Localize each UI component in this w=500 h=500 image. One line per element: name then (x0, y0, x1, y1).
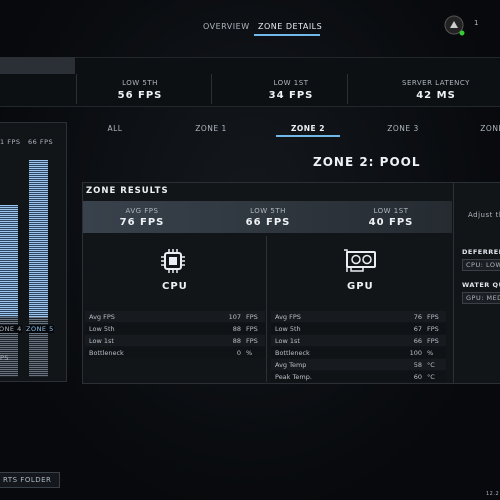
row-bg (271, 371, 446, 382)
bar-label: 66 FPS (28, 138, 54, 146)
summary-label: LOW 1ST (273, 79, 309, 87)
zone-label: ZONE 5 (26, 325, 54, 333)
row-value: 100 (409, 349, 422, 357)
row-value: 0 (236, 349, 241, 357)
row-unit: FPS (246, 337, 258, 345)
stats-row (83, 201, 452, 233)
zone-bar (29, 160, 48, 317)
row-label: Low 1st (275, 337, 300, 345)
divider (211, 74, 212, 104)
settings-panel (453, 182, 500, 384)
row-bg (271, 359, 446, 370)
zone-tab[interactable]: ZONE 3 (387, 124, 419, 133)
nav-underline (254, 34, 320, 36)
row-unit: °C (427, 361, 435, 369)
row-label: Bottleneck (275, 349, 310, 357)
row-value: 88 (232, 337, 241, 345)
divider (76, 74, 77, 104)
row-unit: % (246, 349, 253, 357)
stat-label: LOW 5TH (250, 207, 286, 215)
row-value: 107 (228, 313, 241, 321)
summary-value: 34 FPS (268, 90, 314, 101)
zone-tab[interactable]: ALL (107, 124, 123, 133)
row-label: Bottleneck (89, 349, 124, 357)
row-bg (85, 347, 265, 358)
row-bg (85, 335, 265, 346)
zone-label: ZONE 4 (0, 325, 22, 333)
row-label: Avg Temp (275, 361, 307, 369)
setting-value[interactable]: GPU: MED (462, 292, 500, 304)
zone-bar (0, 205, 18, 317)
row-unit: FPS (246, 313, 258, 321)
bar-label: 1 FPS (0, 138, 21, 146)
row-unit: FPS (427, 325, 439, 333)
row-bg (271, 335, 446, 346)
summary-value: 56 FPS (117, 90, 163, 101)
setting-label: WATER QUA (462, 281, 500, 289)
row-unit: FPS (427, 337, 439, 345)
row-label: Avg FPS (89, 313, 115, 321)
stat-label: AVG FPS (125, 207, 159, 215)
row-unit: FPS (246, 325, 258, 333)
folder-button[interactable]: RTS FOLDER (0, 472, 61, 488)
row-value: 66 (413, 337, 422, 345)
row-bg (271, 323, 446, 334)
nav-tab[interactable]: OVERVIEW (203, 22, 250, 31)
legend: PS (0, 354, 10, 362)
setting-value[interactable]: CPU: LOW (462, 259, 500, 271)
stat-value: 66 FPS (245, 217, 291, 228)
settings-hint: Adjust the (468, 211, 500, 219)
summary-value: 42 MS (416, 90, 456, 101)
summary-label: SERVER LATENCY (402, 79, 470, 87)
row-unit: FPS (427, 313, 439, 321)
summary-label: LOW 5TH (122, 79, 158, 87)
divider (266, 236, 267, 382)
row-label: Peak Temp. (275, 373, 312, 381)
row-bg (271, 311, 446, 322)
stat-value: 40 FPS (368, 217, 414, 228)
stat-label: LOW 1ST (373, 207, 409, 215)
zone-tab[interactable]: ZONE 1 (195, 124, 227, 133)
cpu-label: CPU (162, 281, 188, 292)
nav-tab-active[interactable]: ZONE DETAILS (258, 22, 323, 31)
row-value: 88 (232, 325, 241, 333)
gpu-label: GPU (347, 281, 374, 292)
divider (347, 74, 348, 104)
gpu-icon (344, 249, 376, 272)
row-label: Low 5th (275, 325, 301, 333)
row-value: 76 (413, 313, 422, 321)
summary-bar (0, 57, 500, 107)
results-title: ZONE RESULTS (86, 186, 169, 196)
row-label: Low 1st (89, 337, 114, 345)
row-value: 60 (413, 373, 422, 381)
zone-tab[interactable]: ZONE (480, 124, 500, 133)
badge: 1 (474, 19, 479, 27)
zone-title: ZONE 2: POOL (313, 155, 421, 169)
row-label: Avg FPS (275, 313, 301, 321)
setting-label: DEFERRED (462, 248, 500, 256)
row-value: 67 (413, 325, 422, 333)
profile-icon[interactable] (444, 15, 466, 37)
row-bg (85, 323, 265, 334)
row-unit: °C (427, 373, 435, 381)
version: 12.2 (486, 491, 500, 497)
summary-tab (0, 57, 75, 74)
row-bg (271, 347, 446, 358)
stat-value: 76 FPS (119, 217, 165, 228)
row-unit: % (427, 349, 434, 357)
tab-underline (276, 135, 340, 137)
row-bg (85, 311, 265, 322)
row-label: Low 5th (89, 325, 115, 333)
cpu-icon (161, 249, 185, 273)
row-value: 58 (413, 361, 422, 369)
zone-tab-active[interactable]: ZONE 2 (290, 124, 326, 133)
